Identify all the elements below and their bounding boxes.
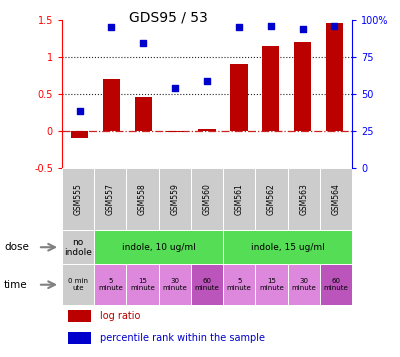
Bar <box>62 168 94 230</box>
Point <box>140 40 146 46</box>
Text: GSM557: GSM557 <box>106 183 115 215</box>
Bar <box>191 264 223 305</box>
Bar <box>94 264 126 305</box>
Text: GDS95 / 53: GDS95 / 53 <box>129 11 207 25</box>
Text: no
indole: no indole <box>64 237 92 257</box>
Point <box>300 26 306 31</box>
Point <box>76 108 83 114</box>
Text: 30
minute: 30 minute <box>291 278 316 291</box>
Text: 60
minute: 60 minute <box>324 278 348 291</box>
Text: 15
minute: 15 minute <box>259 278 284 291</box>
Bar <box>103 79 120 131</box>
Text: GSM560: GSM560 <box>202 183 212 215</box>
Point <box>236 24 242 30</box>
Bar <box>166 131 184 132</box>
Bar <box>134 97 152 131</box>
Bar <box>255 264 288 305</box>
Text: 0 min
ute: 0 min ute <box>68 278 88 291</box>
Text: time: time <box>4 280 28 290</box>
Text: 60
minute: 60 minute <box>195 278 219 291</box>
Bar <box>320 264 352 305</box>
Bar <box>288 168 320 230</box>
Text: 5
minute: 5 minute <box>98 278 123 291</box>
Bar <box>326 23 343 131</box>
Bar <box>198 129 216 131</box>
Text: GSM559: GSM559 <box>170 183 179 215</box>
Bar <box>255 168 288 230</box>
Point <box>108 24 114 30</box>
Bar <box>159 168 191 230</box>
Bar <box>191 168 223 230</box>
Text: GSM561: GSM561 <box>235 183 244 215</box>
Text: GSM563: GSM563 <box>299 183 308 215</box>
Bar <box>62 230 94 264</box>
Text: percentile rank within the sample: percentile rank within the sample <box>100 333 265 343</box>
Text: GSM555: GSM555 <box>74 183 83 215</box>
Point <box>204 78 210 84</box>
Point <box>268 23 274 29</box>
Text: indole, 10 ug/ml: indole, 10 ug/ml <box>122 243 196 252</box>
Text: GSM558: GSM558 <box>138 183 147 215</box>
Bar <box>230 64 248 131</box>
Bar <box>62 264 94 305</box>
Point <box>172 85 178 91</box>
Text: GSM562: GSM562 <box>267 183 276 215</box>
Bar <box>262 46 280 131</box>
Bar <box>126 264 159 305</box>
Bar <box>288 264 320 305</box>
Bar <box>94 168 126 230</box>
Bar <box>94 230 223 264</box>
Bar <box>159 264 191 305</box>
Bar <box>223 230 352 264</box>
Text: indole, 15 ug/ml: indole, 15 ug/ml <box>251 243 324 252</box>
Text: log ratio: log ratio <box>100 311 140 321</box>
Text: 15
minute: 15 minute <box>130 278 155 291</box>
Bar <box>71 131 88 138</box>
Text: 5
minute: 5 minute <box>227 278 252 291</box>
Point <box>331 23 338 29</box>
Text: 30
minute: 30 minute <box>162 278 187 291</box>
Text: GSM564: GSM564 <box>331 183 340 215</box>
Bar <box>223 168 255 230</box>
Bar <box>294 42 311 131</box>
Bar <box>68 310 91 322</box>
Bar <box>320 168 352 230</box>
Bar <box>68 332 91 344</box>
Bar <box>223 264 255 305</box>
Text: dose: dose <box>4 242 29 252</box>
Bar <box>126 168 159 230</box>
